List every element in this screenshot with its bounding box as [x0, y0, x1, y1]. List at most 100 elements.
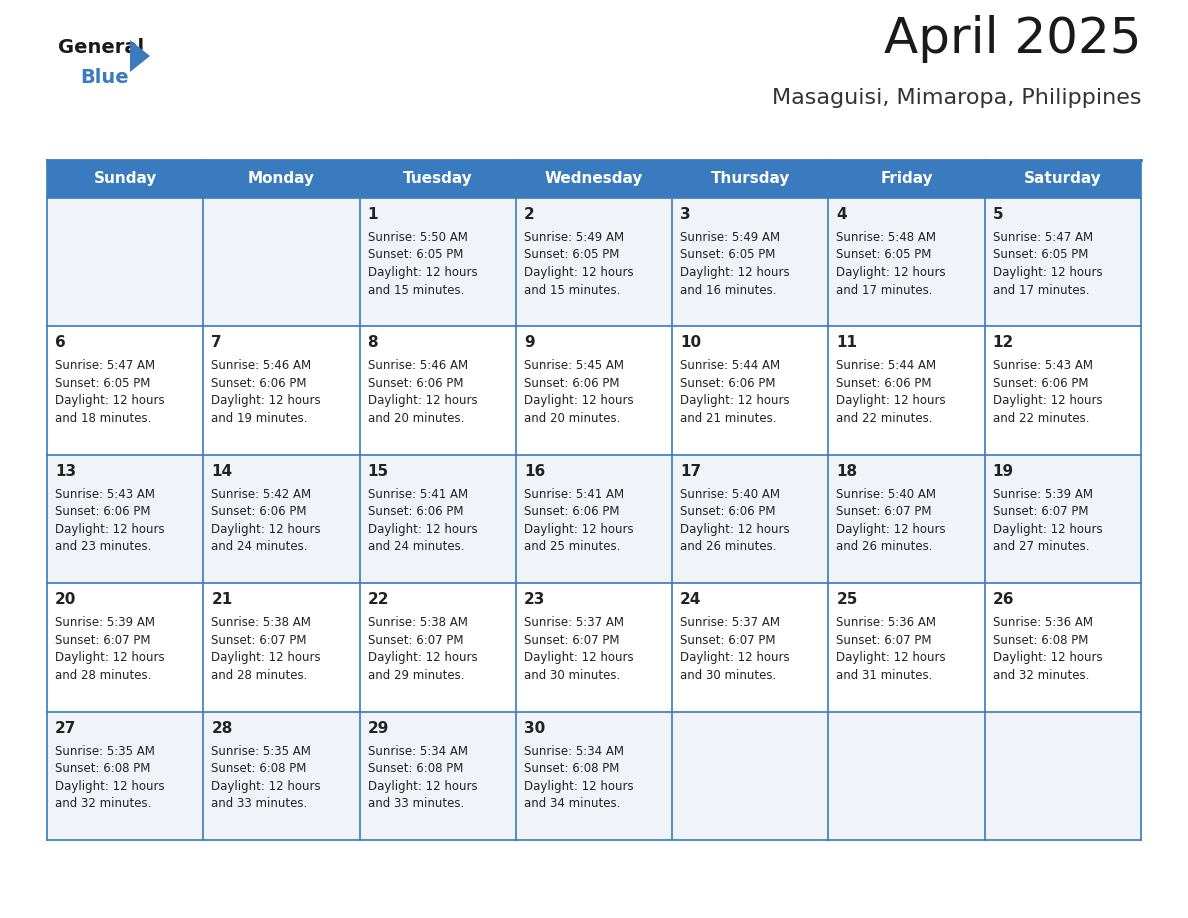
Text: 22: 22	[367, 592, 390, 607]
Bar	[203, 160, 360, 198]
Text: Daylight: 12 hours: Daylight: 12 hours	[524, 779, 633, 792]
Text: and 29 minutes.: and 29 minutes.	[367, 668, 465, 682]
Text: Sunrise: 5:44 AM: Sunrise: 5:44 AM	[836, 360, 936, 373]
Text: 18: 18	[836, 464, 858, 479]
Text: Daylight: 12 hours: Daylight: 12 hours	[993, 522, 1102, 536]
Text: 1: 1	[367, 207, 378, 222]
Bar	[360, 160, 516, 198]
Text: and 20 minutes.: and 20 minutes.	[524, 412, 620, 425]
Text: Daylight: 12 hours: Daylight: 12 hours	[993, 651, 1102, 665]
Bar	[48, 198, 1140, 327]
Text: 21: 21	[211, 592, 233, 607]
Text: 19: 19	[993, 464, 1013, 479]
Text: Sunrise: 5:50 AM: Sunrise: 5:50 AM	[367, 231, 467, 244]
Text: Sunset: 6:06 PM: Sunset: 6:06 PM	[524, 505, 619, 519]
Text: 25: 25	[836, 592, 858, 607]
Text: Daylight: 12 hours: Daylight: 12 hours	[367, 395, 478, 408]
Text: Sunset: 6:08 PM: Sunset: 6:08 PM	[55, 762, 151, 775]
Text: Sunrise: 5:47 AM: Sunrise: 5:47 AM	[993, 231, 1093, 244]
Text: 15: 15	[367, 464, 388, 479]
Text: Sunrise: 5:47 AM: Sunrise: 5:47 AM	[55, 360, 156, 373]
Text: Sunrise: 5:46 AM: Sunrise: 5:46 AM	[367, 360, 468, 373]
Text: 26: 26	[993, 592, 1015, 607]
Text: Sunset: 6:06 PM: Sunset: 6:06 PM	[211, 377, 307, 390]
Text: Wednesday: Wednesday	[545, 172, 643, 186]
Text: and 24 minutes.: and 24 minutes.	[367, 541, 465, 554]
Text: Sunset: 6:08 PM: Sunset: 6:08 PM	[993, 633, 1088, 646]
Text: Masaguisi, Mimaropa, Philippines: Masaguisi, Mimaropa, Philippines	[771, 88, 1140, 108]
Text: Sunset: 6:06 PM: Sunset: 6:06 PM	[367, 505, 463, 519]
Text: Sunset: 6:07 PM: Sunset: 6:07 PM	[836, 505, 931, 519]
Text: and 17 minutes.: and 17 minutes.	[836, 284, 933, 297]
Text: Sunset: 6:06 PM: Sunset: 6:06 PM	[55, 505, 151, 519]
Text: Sunrise: 5:43 AM: Sunrise: 5:43 AM	[55, 487, 154, 501]
Text: Sunset: 6:08 PM: Sunset: 6:08 PM	[524, 762, 619, 775]
Text: 6: 6	[55, 335, 65, 351]
Text: and 21 minutes.: and 21 minutes.	[681, 412, 777, 425]
Text: Sunrise: 5:49 AM: Sunrise: 5:49 AM	[681, 231, 781, 244]
Text: Sunset: 6:06 PM: Sunset: 6:06 PM	[211, 505, 307, 519]
Polygon shape	[129, 40, 150, 72]
Text: Daylight: 12 hours: Daylight: 12 hours	[367, 522, 478, 536]
Text: Daylight: 12 hours: Daylight: 12 hours	[524, 266, 633, 279]
Text: and 30 minutes.: and 30 minutes.	[524, 668, 620, 682]
Text: Sunrise: 5:40 AM: Sunrise: 5:40 AM	[681, 487, 781, 501]
Text: Sunrise: 5:38 AM: Sunrise: 5:38 AM	[211, 616, 311, 629]
Text: and 31 minutes.: and 31 minutes.	[836, 668, 933, 682]
Text: Tuesday: Tuesday	[403, 172, 473, 186]
Text: and 28 minutes.: and 28 minutes.	[211, 668, 308, 682]
Text: Friday: Friday	[880, 172, 933, 186]
Text: April 2025: April 2025	[884, 15, 1140, 63]
Text: and 15 minutes.: and 15 minutes.	[367, 284, 465, 297]
Text: 8: 8	[367, 335, 378, 351]
Text: Sunrise: 5:34 AM: Sunrise: 5:34 AM	[367, 744, 468, 757]
Text: and 33 minutes.: and 33 minutes.	[211, 797, 308, 810]
Text: Sunset: 6:06 PM: Sunset: 6:06 PM	[836, 377, 931, 390]
Text: and 22 minutes.: and 22 minutes.	[993, 412, 1089, 425]
Text: Sunrise: 5:38 AM: Sunrise: 5:38 AM	[367, 616, 467, 629]
Text: and 33 minutes.: and 33 minutes.	[367, 797, 463, 810]
Text: 11: 11	[836, 335, 858, 351]
Text: Thursday: Thursday	[710, 172, 790, 186]
Text: Sunrise: 5:35 AM: Sunrise: 5:35 AM	[55, 744, 154, 757]
Text: 3: 3	[681, 207, 690, 222]
Text: Sunset: 6:05 PM: Sunset: 6:05 PM	[836, 249, 931, 262]
Text: 13: 13	[55, 464, 76, 479]
Text: Daylight: 12 hours: Daylight: 12 hours	[211, 522, 321, 536]
Text: and 34 minutes.: and 34 minutes.	[524, 797, 620, 810]
Text: Sunset: 6:07 PM: Sunset: 6:07 PM	[367, 633, 463, 646]
Text: and 30 minutes.: and 30 minutes.	[681, 668, 777, 682]
Text: Daylight: 12 hours: Daylight: 12 hours	[55, 779, 165, 792]
Bar	[828, 160, 985, 198]
Text: Sunset: 6:07 PM: Sunset: 6:07 PM	[993, 505, 1088, 519]
Text: Daylight: 12 hours: Daylight: 12 hours	[367, 651, 478, 665]
Text: Daylight: 12 hours: Daylight: 12 hours	[836, 266, 946, 279]
Text: Daylight: 12 hours: Daylight: 12 hours	[836, 522, 946, 536]
Text: Sunset: 6:05 PM: Sunset: 6:05 PM	[993, 249, 1088, 262]
Text: Sunset: 6:07 PM: Sunset: 6:07 PM	[836, 633, 931, 646]
Text: 12: 12	[993, 335, 1015, 351]
Text: and 16 minutes.: and 16 minutes.	[681, 284, 777, 297]
Text: Sunrise: 5:34 AM: Sunrise: 5:34 AM	[524, 744, 624, 757]
Text: Sunrise: 5:36 AM: Sunrise: 5:36 AM	[993, 616, 1093, 629]
Text: Sunrise: 5:37 AM: Sunrise: 5:37 AM	[681, 616, 781, 629]
Text: Sunrise: 5:41 AM: Sunrise: 5:41 AM	[524, 487, 624, 501]
Text: 28: 28	[211, 721, 233, 735]
Bar	[48, 454, 1140, 583]
Text: Sunrise: 5:40 AM: Sunrise: 5:40 AM	[836, 487, 936, 501]
Text: Sunset: 6:07 PM: Sunset: 6:07 PM	[524, 633, 619, 646]
Text: Daylight: 12 hours: Daylight: 12 hours	[681, 651, 790, 665]
Text: and 15 minutes.: and 15 minutes.	[524, 284, 620, 297]
Text: Daylight: 12 hours: Daylight: 12 hours	[836, 651, 946, 665]
Text: Daylight: 12 hours: Daylight: 12 hours	[681, 395, 790, 408]
Text: Sunset: 6:05 PM: Sunset: 6:05 PM	[681, 249, 776, 262]
Text: Sunrise: 5:37 AM: Sunrise: 5:37 AM	[524, 616, 624, 629]
Bar	[516, 160, 672, 198]
Text: 14: 14	[211, 464, 233, 479]
Text: Sunrise: 5:39 AM: Sunrise: 5:39 AM	[993, 487, 1093, 501]
Text: and 27 minutes.: and 27 minutes.	[993, 541, 1089, 554]
Bar	[48, 327, 1140, 454]
Text: Monday: Monday	[248, 172, 315, 186]
Bar	[672, 160, 828, 198]
Text: Blue: Blue	[80, 68, 128, 87]
